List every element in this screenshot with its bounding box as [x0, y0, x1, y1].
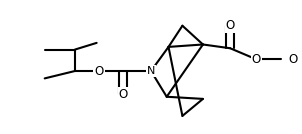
- Text: O: O: [226, 19, 235, 32]
- Text: O: O: [119, 88, 128, 101]
- Text: O: O: [226, 19, 234, 29]
- Text: O: O: [119, 92, 127, 102]
- Text: O: O: [95, 64, 104, 78]
- Text: O: O: [288, 53, 298, 66]
- Text: N: N: [147, 66, 155, 76]
- Text: O: O: [289, 54, 298, 64]
- Text: O: O: [95, 64, 103, 74]
- Text: O: O: [252, 53, 261, 66]
- Text: O: O: [252, 52, 260, 62]
